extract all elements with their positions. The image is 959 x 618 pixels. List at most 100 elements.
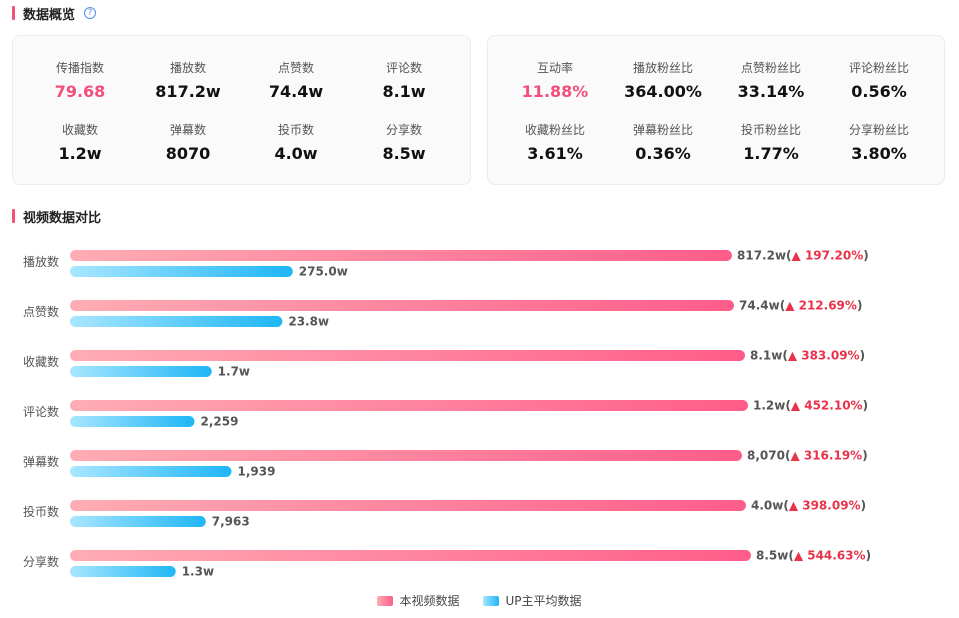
stat-label: 投币数 [277, 123, 314, 137]
bar-video-label: 8.5w(▲ 544.63%) [756, 549, 871, 563]
stat-value: 1.2w [58, 144, 102, 163]
stat-label: 评论粉丝比 [848, 61, 909, 75]
title-accent-bar [12, 209, 15, 223]
stat-cell: 收藏数 1.2w [26, 122, 134, 164]
stat-value: 11.88% [521, 82, 589, 101]
stat-label: 评论数 [385, 61, 422, 75]
bar-up-average-label: 1,939 [237, 465, 275, 479]
stat-label: 收藏粉丝比 [524, 123, 585, 137]
stat-cell: 评论粉丝比 0.56% [825, 60, 933, 102]
stat-value: 0.56% [851, 82, 907, 101]
bar-video [70, 300, 734, 311]
category-label: 分享数 [23, 554, 59, 569]
category-label: 收藏数 [23, 354, 59, 369]
basic-stats-grid: 传播指数 79.68 播放数 817.2w 点赞数 74.4w 评论数 8.1w 收藏数 1.2w… [13, 36, 470, 184]
stat-cell: 投币数 4.0w [242, 122, 350, 164]
stat-cell: 分享粉丝比 3.80% [825, 122, 933, 164]
legend-swatch-pink [377, 595, 394, 606]
compare-title: 视频数据对比 [23, 210, 102, 226]
legend-label-up-average: UP主平均数据 [505, 594, 582, 608]
stat-cell: 分享数 8.5w [350, 122, 458, 164]
stat-value: 3.80% [851, 144, 907, 163]
stat-value: 33.14% [737, 82, 805, 101]
bar-video-label: 1.2w(▲ 452.10%) [753, 399, 868, 413]
stat-label: 分享粉丝比 [848, 123, 909, 137]
compare-section-title: 视频数据对比 [12, 208, 102, 226]
stat-label: 播放粉丝比 [632, 61, 693, 75]
bar-video [70, 400, 748, 411]
bar-up-average [70, 366, 212, 377]
legend-swatch-blue [483, 595, 500, 606]
bar-up-average-label: 1.3w [182, 565, 214, 579]
stat-value: 364.00% [624, 82, 702, 101]
category-label: 弹幕数 [23, 454, 59, 469]
bar-video-label: 817.2w(▲ 197.20%) [737, 249, 869, 263]
bar-up-average [70, 466, 232, 477]
bar-up-average [70, 316, 283, 327]
bar-video [70, 550, 751, 561]
category-label: 评论数 [23, 404, 59, 419]
ratio-stats-grid: 互动率 11.88% 播放粉丝比 364.00% 点赞粉丝比 33.14% 评论粉丝比 0.5… [488, 36, 944, 184]
stat-cell: 互动率 11.88% [501, 60, 609, 102]
overview-card-basic: 传播指数 79.68 播放数 817.2w 点赞数 74.4w 评论数 8.1w 收藏数 1.2w… [12, 35, 471, 185]
stat-cell: 播放粉丝比 364.00% [609, 60, 717, 102]
stat-cell: 点赞数 74.4w [242, 60, 350, 102]
legend-item-up-average[interactable]: UP主平均数据 [483, 592, 582, 609]
category-label: 投币数 [23, 504, 59, 519]
stat-value: 817.2w [155, 82, 221, 101]
bar-up-average [70, 516, 206, 527]
stat-value: 8.5w [382, 144, 426, 163]
stat-cell: 弹幕粉丝比 0.36% [609, 122, 717, 164]
stat-cell: 弹幕数 8070 [134, 122, 242, 164]
bar-up-average [70, 266, 293, 277]
bar-up-average-label: 7,963 [212, 515, 250, 529]
stat-value: 8.1w [382, 82, 426, 101]
stat-label: 弹幕粉丝比 [632, 123, 693, 137]
bar-video-label: 8,070(▲ 316.19%) [747, 449, 868, 463]
stat-value: 1.77% [743, 144, 799, 163]
stat-label: 传播指数 [55, 61, 104, 75]
stat-value: 79.68 [54, 82, 106, 101]
bar-up-average [70, 416, 195, 427]
stat-value: 4.0w [274, 144, 318, 163]
stat-value: 74.4w [268, 82, 324, 101]
bar-up-average-label: 2,259 [200, 415, 238, 429]
overview-section-title: 数据概览 ? [12, 5, 97, 23]
stat-cell: 点赞粉丝比 33.14% [717, 60, 825, 102]
stat-cell: 评论数 8.1w [350, 60, 458, 102]
stat-value: 0.36% [635, 144, 691, 163]
legend-label-video: 本视频数据 [399, 594, 460, 608]
stat-label: 点赞数 [277, 61, 314, 75]
question-circle-icon[interactable]: ? [84, 7, 97, 19]
overview-card-ratios: 互动率 11.88% 播放粉丝比 364.00% 点赞粉丝比 33.14% 评论粉丝比 0.5… [487, 35, 945, 185]
overview-title: 数据概览 [23, 7, 76, 23]
stat-label: 播放数 [169, 61, 206, 75]
stat-label: 弹幕数 [169, 123, 206, 137]
stat-cell: 传播指数 79.68 [26, 60, 134, 102]
title-accent-bar [12, 6, 15, 20]
bar-video-label: 4.0w(▲ 398.09%) [751, 499, 866, 513]
bar-video [70, 250, 732, 261]
stat-value: 3.61% [527, 144, 583, 163]
stat-label: 投币粉丝比 [740, 123, 801, 137]
stat-value: 8070 [165, 144, 211, 163]
stat-cell: 播放数 817.2w [134, 60, 242, 102]
bar-video [70, 450, 742, 461]
bar-up-average-label: 1.7w [218, 365, 250, 379]
bar-up-average-label: 23.8w [288, 315, 329, 329]
legend-item-video[interactable]: 本视频数据 [377, 592, 459, 609]
stat-cell: 投币粉丝比 1.77% [717, 122, 825, 164]
compare-bar-chart: 播放数 817.2w(▲ 197.20%) 275.0w 点赞数 74.4w(▲ 212… [23, 249, 871, 579]
bar-up-average [70, 566, 176, 577]
chart-legend: 本视频数据 UP主平均数据 [0, 592, 959, 609]
bar-up-average-label: 275.0w [299, 265, 348, 279]
stat-label: 分享数 [385, 123, 422, 137]
stat-label: 收藏数 [61, 123, 98, 137]
category-label: 点赞数 [23, 304, 59, 319]
bar-video-label: 74.4w(▲ 212.69%) [739, 299, 862, 313]
bar-video [70, 350, 745, 361]
stat-label: 点赞粉丝比 [740, 61, 801, 75]
bar-video-label: 8.1w(▲ 383.09%) [750, 349, 865, 363]
category-label: 播放数 [23, 254, 59, 269]
stat-label: 互动率 [536, 61, 573, 75]
